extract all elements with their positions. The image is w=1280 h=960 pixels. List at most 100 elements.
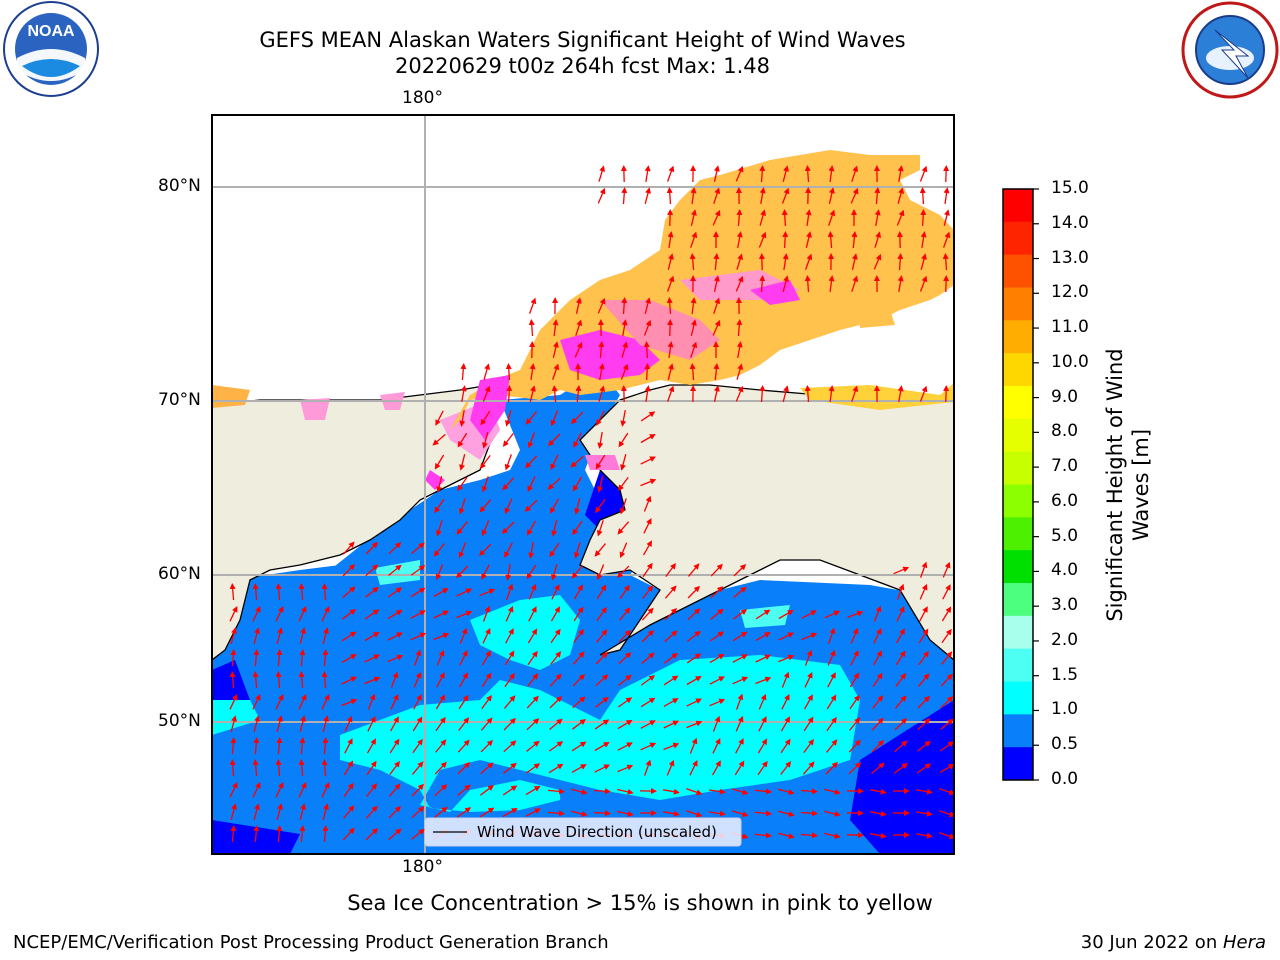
wind-wave-arrow: [620, 409, 627, 427]
wind-wave-arrow: [920, 231, 927, 249]
wind-wave-arrow: [664, 585, 677, 599]
wind-wave-arrow: [366, 760, 377, 776]
wind-wave-arrow: [620, 454, 627, 471]
wind-wave-arrow: [322, 715, 329, 732]
wind-wave-arrow: [754, 832, 772, 839]
wind-wave-arrow: [827, 672, 836, 688]
wind-wave-arrow: [778, 788, 795, 795]
wind-wave-arrow: [252, 781, 261, 798]
wind-wave-arrow: [571, 565, 583, 579]
wind-wave-arrow: [253, 627, 260, 644]
wind-wave-arrow: [365, 564, 379, 577]
colorbar-segment: [1003, 747, 1033, 781]
wind-wave-arrow: [712, 737, 721, 754]
wind-wave-arrow: [851, 165, 859, 182]
wind-wave-arrow: [667, 253, 674, 270]
colorbar-tick-label: 14.0: [1051, 212, 1089, 233]
wind-wave-arrow: [897, 385, 904, 403]
wind-wave-arrow: [459, 454, 466, 471]
wind-wave-arrow: [735, 385, 744, 402]
wind-wave-arrow: [621, 297, 628, 315]
wind-wave-arrow: [479, 588, 496, 597]
wind-wave-arrow: [572, 520, 583, 536]
wind-wave-arrow: [388, 805, 402, 819]
wind-wave-arrow: [456, 807, 472, 818]
wind-wave-arrow: [619, 498, 627, 515]
colorbar-segment: [1003, 353, 1033, 387]
wind-wave-arrow: [434, 454, 445, 470]
wind-wave-arrow: [548, 741, 564, 752]
wind-wave-arrow: [456, 610, 473, 619]
wind-wave-arrow: [479, 499, 492, 513]
wind-wave-arrow: [525, 808, 541, 817]
wind-wave-arrow: [617, 719, 633, 730]
wind-wave-arrow: [617, 764, 634, 773]
wind-wave-arrow: [597, 476, 604, 493]
wind-wave-arrow: [713, 385, 720, 402]
wind-wave-arrow: [504, 672, 515, 688]
wind-wave-arrow: [341, 631, 357, 642]
colorbar-tick-label: 2.0: [1051, 629, 1079, 650]
wind-wave-arrow: [872, 695, 884, 709]
wind-wave-arrow: [364, 676, 381, 685]
wind-wave-arrow: [436, 649, 445, 666]
wind-wave-arrow: [575, 319, 583, 336]
wind-wave-arrow: [322, 627, 329, 644]
wind-wave-arrow: [389, 761, 401, 775]
wind-wave-arrow: [686, 720, 703, 729]
wind-wave-arrow: [754, 810, 772, 817]
wind-wave-arrow: [528, 319, 535, 337]
wind-wave-arrow: [529, 363, 536, 380]
wind-wave-arrow: [755, 676, 772, 685]
wind-wave-arrow: [873, 605, 882, 622]
wind-wave-arrow: [824, 610, 841, 619]
wind-wave-arrow: [528, 606, 537, 622]
wind-wave-arrow: [551, 564, 558, 581]
wind-wave-arrow: [619, 542, 628, 559]
wind-wave-arrow: [915, 788, 933, 795]
wind-wave-arrow: [551, 385, 558, 403]
wind-wave-arrow: [410, 632, 427, 641]
colorbar-segment: [1003, 189, 1033, 223]
wind-wave-arrow: [321, 759, 328, 777]
map-legend: Wind Wave Direction (unscaled): [424, 817, 742, 847]
colorbar-tick-label: 13.0: [1051, 247, 1089, 268]
wind-wave-arrow: [502, 433, 514, 447]
wind-wave-arrow: [573, 606, 584, 622]
wind-wave-arrow: [919, 606, 928, 622]
wind-wave-arrow: [712, 319, 721, 336]
wind-wave-arrow: [434, 806, 448, 818]
wind-wave-arrow: [321, 583, 328, 601]
wind-wave-arrow: [848, 762, 862, 775]
wind-wave-arrow: [895, 650, 906, 666]
wind-wave-arrow: [667, 341, 674, 358]
wind-wave-arrow: [686, 810, 703, 818]
wind-wave-arrow: [550, 651, 562, 665]
wind-wave-arrow: [644, 187, 651, 204]
wind-wave-arrow: [873, 628, 882, 644]
wind-wave-arrow: [800, 832, 818, 839]
wind-wave-arrow: [435, 410, 444, 426]
wind-wave-arrow: [458, 694, 469, 710]
wind-wave-arrow: [411, 806, 425, 819]
wind-wave-arrow: [527, 432, 536, 449]
wind-wave-arrow: [800, 788, 818, 795]
wind-wave-arrow: [527, 520, 536, 536]
wind-wave-arrow: [482, 605, 491, 622]
wind-wave-arrow: [321, 671, 328, 689]
wind-wave-arrow: [690, 187, 697, 204]
wind-wave-arrow: [732, 631, 748, 642]
wind-wave-arrow: [826, 694, 837, 710]
wind-wave-arrow: [939, 810, 954, 818]
colorbar: [1002, 188, 1039, 781]
wind-wave-arrow: [253, 649, 260, 667]
wind-wave-arrow: [940, 696, 954, 709]
wind-wave-arrow: [481, 672, 492, 688]
wind-wave-arrow: [617, 742, 633, 751]
wind-wave-arrow: [594, 764, 610, 773]
wind-wave-arrow: [641, 630, 655, 643]
wind-wave-arrow: [940, 718, 954, 730]
wind-wave-arrow: [456, 588, 472, 597]
wind-wave-arrow: [621, 187, 628, 205]
wind-wave-arrow: [709, 788, 726, 795]
